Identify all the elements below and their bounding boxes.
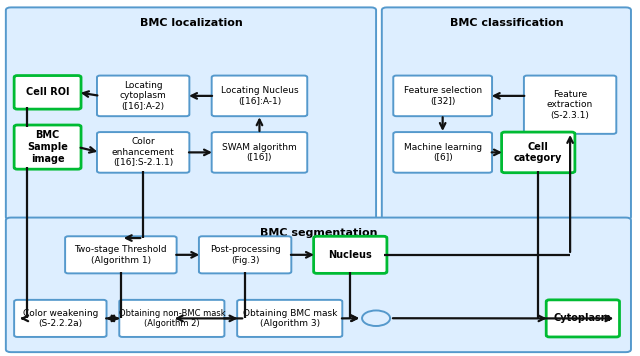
Text: Locating
cytoplasm
([16]:A-2): Locating cytoplasm ([16]:A-2) [120,81,166,111]
Text: Two-stage Threshold
(Algorithm 1): Two-stage Threshold (Algorithm 1) [74,245,167,265]
FancyBboxPatch shape [394,75,492,116]
Text: Cell
category: Cell category [514,142,563,163]
FancyBboxPatch shape [237,300,342,337]
Text: Locating Nucleus
([16]:A-1): Locating Nucleus ([16]:A-1) [221,86,298,106]
FancyBboxPatch shape [502,132,575,173]
FancyBboxPatch shape [212,75,307,116]
Text: SWAM algorithm
([16]): SWAM algorithm ([16]) [222,143,297,162]
FancyBboxPatch shape [6,218,631,352]
FancyBboxPatch shape [119,300,225,337]
Text: Cell ROI: Cell ROI [26,87,69,97]
Text: Machine learning
([6]): Machine learning ([6]) [404,143,482,162]
FancyBboxPatch shape [14,75,81,109]
FancyBboxPatch shape [314,236,387,273]
FancyBboxPatch shape [97,132,189,173]
FancyBboxPatch shape [382,7,631,220]
FancyBboxPatch shape [97,75,189,116]
Text: BMC
Sample
image: BMC Sample image [27,131,68,164]
FancyBboxPatch shape [199,236,291,273]
Text: Obtaining BMC mask
(Algorithm 3): Obtaining BMC mask (Algorithm 3) [243,309,337,328]
Text: BMC localization: BMC localization [140,18,243,28]
FancyBboxPatch shape [524,75,616,134]
Text: Post-processing
(Fig.3): Post-processing (Fig.3) [210,245,280,265]
FancyBboxPatch shape [394,132,492,173]
FancyBboxPatch shape [65,236,177,273]
Text: Cytoplasm: Cytoplasm [554,313,612,323]
Text: Nucleus: Nucleus [328,250,372,260]
Text: Feature selection
([32]): Feature selection ([32]) [404,86,482,106]
Text: Color weakening
(S-2.2.2a): Color weakening (S-2.2.2a) [22,309,98,328]
FancyBboxPatch shape [6,7,376,220]
FancyBboxPatch shape [546,300,620,337]
FancyBboxPatch shape [212,132,307,173]
Text: BMC segmentation: BMC segmentation [260,228,377,238]
Text: Obtaining non-BMC mask
(Algorithm 2): Obtaining non-BMC mask (Algorithm 2) [118,309,225,328]
FancyBboxPatch shape [14,125,81,169]
FancyBboxPatch shape [14,300,106,337]
Text: BMC classification: BMC classification [449,18,563,28]
Text: Feature
extraction
(S-2.3.1): Feature extraction (S-2.3.1) [547,90,593,120]
Text: Color
enhancement
([16]:S-2.1.1): Color enhancement ([16]:S-2.1.1) [112,137,175,167]
